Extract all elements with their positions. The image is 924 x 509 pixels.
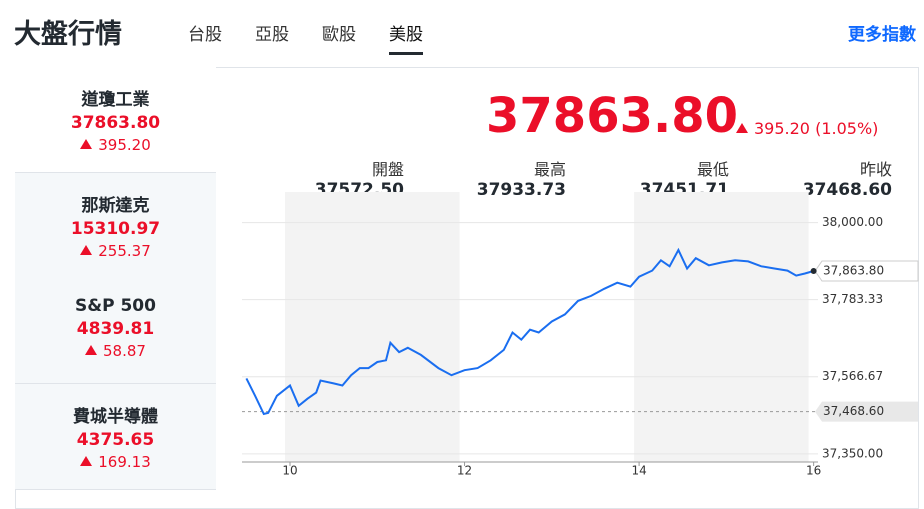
index-change: 169.13 [15, 453, 216, 471]
tab[interactable]: 台股 [188, 25, 222, 45]
more-link[interactable]: 更多指數 [848, 25, 916, 45]
x-tick-label: 12 [457, 464, 472, 478]
index-item[interactable]: 道瓊工業 37863.80 395.20 [15, 67, 216, 173]
page: 大盤行情 台股 亞股 歐股 美股 更多指數 道瓊工業 37863.80 395.20… [0, 0, 924, 494]
chart: 38,000.00 37,783.33 37,566.67 37,350.00 10 12… [242, 192, 919, 478]
stat-value: 37468.60 [802, 180, 892, 200]
stat-value: 37933.73 [476, 180, 566, 200]
reference-tag [815, 401, 918, 422]
x-tick-label: 10 [282, 464, 297, 478]
x-tick-label: 14 [631, 464, 646, 478]
tab[interactable]: 歐股 [322, 25, 356, 45]
tab-active[interactable]: 美股 [389, 20, 423, 55]
index-name: 道瓊工業 [81, 90, 150, 110]
index-item[interactable]: 費城半導體 4375.65 169.13 [15, 383, 216, 490]
index-change: 58.87 [15, 342, 216, 360]
index-name: 那斯達克 [81, 195, 150, 216]
shade-band [634, 192, 809, 462]
index-value: 4839.81 [76, 319, 155, 339]
y-tick-label: 37,350.00 [822, 446, 883, 460]
y-tick-label: 38,000.00 [822, 215, 883, 229]
stat-label: 昨收 [859, 160, 892, 179]
index-change: 395.20 [15, 136, 216, 154]
stat-label: 最低 [696, 160, 729, 179]
last-dot [810, 268, 817, 275]
shade-band [285, 192, 460, 462]
index-item[interactable]: S&P 500 4839.81 58.87 [15, 278, 216, 384]
y-tick-label: 37,566.67 [822, 369, 883, 383]
last-label: 37,863.80 [823, 264, 884, 278]
reference-label: 37,468.60 [823, 404, 884, 418]
price-change: 395.20 (1.05%) [736, 119, 878, 138]
tab[interactable]: 亞股 [255, 25, 289, 45]
price: 37863.80 [486, 88, 739, 144]
index-value: 15310.97 [70, 218, 161, 239]
x-tick-label: 16 [806, 464, 821, 478]
page-title: 大盤行情 [14, 19, 122, 50]
price-line [245, 247, 814, 416]
index-name: S&P 500 [75, 296, 156, 316]
index-value: 37863.80 [70, 113, 161, 133]
stat-label: 開盤 [371, 160, 404, 179]
y-tick-label: 37,783.33 [822, 292, 883, 306]
index-value: 4375.65 [76, 429, 155, 450]
last-tag [814, 260, 919, 282]
stat-label: 最高 [533, 160, 566, 179]
index-change: 255.37 [15, 242, 216, 260]
index-name: 費城半導體 [73, 406, 158, 427]
